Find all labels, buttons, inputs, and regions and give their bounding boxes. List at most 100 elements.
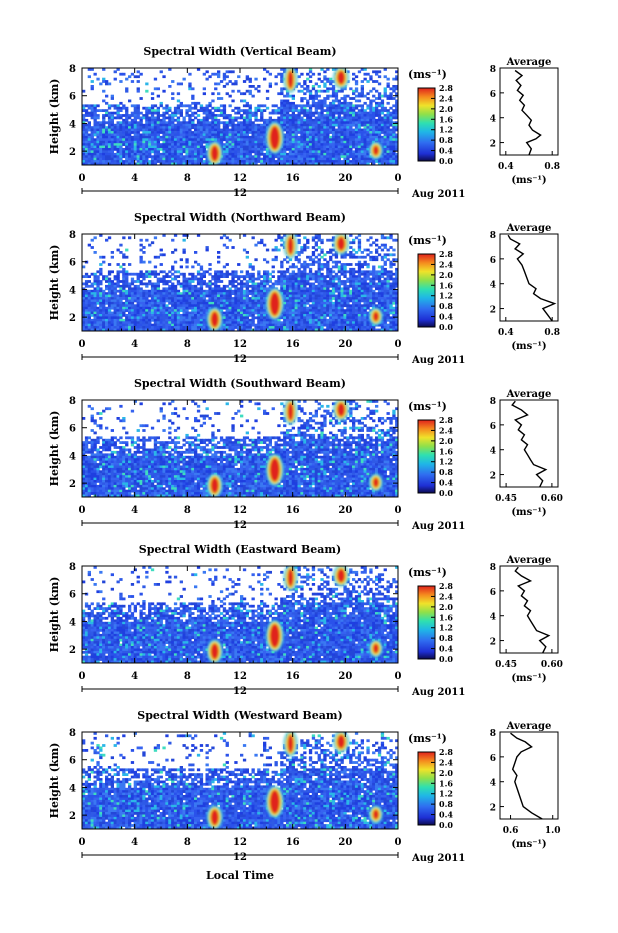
- y-tick-label: 4: [69, 617, 76, 628]
- x-tick-label: 20: [338, 173, 352, 184]
- colorbar-tick-label: 2.8: [439, 249, 453, 259]
- x-mid-label: 12: [233, 354, 247, 365]
- plume: [333, 399, 349, 421]
- colorbar-tick-label: 0.4: [439, 810, 453, 820]
- profile-y-tick-label: 8: [490, 65, 496, 75]
- colorbar-tick-label: 2.4: [439, 259, 453, 269]
- colorbar-tick-label: 1.2: [439, 125, 453, 135]
- colorbar-tick-label: 1.6: [439, 446, 453, 456]
- profile-y-tick-label: 6: [490, 256, 496, 266]
- plume: [266, 786, 284, 818]
- profile-x-label: (ms⁻¹): [511, 673, 546, 684]
- x-tick-label: 0: [79, 837, 86, 848]
- x-tick-label: 12: [233, 671, 247, 682]
- colorbar-tick-label: 2.0: [439, 436, 453, 446]
- colorbar-tick-label: 2.0: [439, 768, 453, 778]
- plume: [284, 565, 298, 591]
- y-tick-label: 8: [69, 728, 76, 739]
- profile-x-label: (ms⁻¹): [511, 341, 546, 352]
- profile-y-tick-label: 2: [490, 638, 496, 648]
- x-tick-label: 20: [338, 505, 352, 516]
- colorbar-tick-label: 0.8: [439, 301, 453, 311]
- x-tick-label: 0: [395, 505, 402, 516]
- y-axis-label: Height (km): [48, 577, 61, 653]
- x-tick-label: 0: [79, 505, 86, 516]
- y-tick-label: 2: [69, 147, 76, 158]
- colorbar-tick-label: 1.6: [439, 612, 453, 622]
- profile-x-tick-label: 0.4: [498, 162, 514, 172]
- colorbar-tick-label: 2.8: [439, 581, 453, 591]
- profile-y-tick-label: 6: [490, 90, 496, 100]
- x-tick-label: 0: [79, 671, 86, 682]
- colorbar-tick-label: 2.8: [439, 747, 453, 757]
- profile-y-tick-label: 2: [490, 306, 496, 316]
- y-tick-label: 6: [69, 424, 76, 435]
- plume: [333, 67, 349, 89]
- colorbar: [418, 586, 435, 659]
- y-axis-label: Height (km): [48, 411, 61, 487]
- colorbar-tick-label: 0.8: [439, 467, 453, 477]
- y-tick-label: 6: [69, 590, 76, 601]
- colorbar-unit: (ms⁻¹): [408, 234, 447, 247]
- plume: [369, 805, 383, 823]
- profile-x-tick-label: 0.45: [495, 660, 517, 670]
- x-tick-label: 8: [184, 173, 191, 184]
- x-mid-label: 12: [233, 520, 247, 531]
- plume: [369, 473, 383, 491]
- x-tick-label: 8: [184, 671, 191, 682]
- profile-x-tick-label: 0.6: [503, 826, 519, 836]
- colorbar-tick-label: 0.8: [439, 633, 453, 643]
- plume: [266, 288, 284, 320]
- y-tick-label: 6: [69, 756, 76, 767]
- colorbar-tick-label: 0.0: [439, 654, 453, 664]
- colorbar-tick-label: 2.4: [439, 591, 453, 601]
- chart-title: Spectral Width (Northward Beam): [134, 211, 346, 224]
- colorbar-tick-label: 0.0: [439, 488, 453, 498]
- profile-x-label: (ms⁻¹): [511, 839, 546, 850]
- colorbar-tick-label: 0.4: [439, 312, 453, 322]
- x-tick-label: 16: [286, 339, 300, 350]
- x-tick-label: 8: [184, 505, 191, 516]
- x-tick-label: 16: [286, 505, 300, 516]
- y-tick-label: 2: [69, 645, 76, 656]
- profile-y-tick-label: 8: [490, 397, 496, 407]
- x-tick-label: 12: [233, 339, 247, 350]
- x-tick-label: 16: [286, 671, 300, 682]
- profile-y-tick-label: 6: [490, 422, 496, 432]
- plume: [266, 620, 284, 652]
- colorbar-unit: (ms⁻¹): [408, 400, 447, 413]
- colorbar-tick-label: 0.0: [439, 156, 453, 166]
- colorbar: [418, 88, 435, 161]
- panel-3: Spectral Width (Southward Beam)2468Heigh…: [48, 377, 563, 532]
- chart-title: Spectral Width (Vertical Beam): [143, 45, 336, 58]
- x-mid-label: 12: [233, 852, 247, 863]
- panel-2: Spectral Width (Northward Beam)2468Heigh…: [48, 211, 560, 366]
- date-label: Aug 2011: [411, 687, 465, 698]
- colorbar-tick-label: 0.8: [439, 799, 453, 809]
- plume: [333, 731, 349, 753]
- panel-4: Spectral Width (Eastward Beam)2468Height…: [48, 543, 563, 698]
- x-tick-label: 20: [338, 837, 352, 848]
- y-tick-label: 6: [69, 92, 76, 103]
- x-tick-label: 0: [79, 173, 86, 184]
- colorbar-unit: (ms⁻¹): [408, 68, 447, 81]
- profile-x-tick-label: 0.45: [495, 494, 517, 504]
- x-tick-label: 12: [233, 173, 247, 184]
- profile-x-tick-label: 0.4: [498, 328, 514, 338]
- colorbar: [418, 254, 435, 327]
- colorbar-tick-label: 0.4: [439, 644, 453, 654]
- y-tick-label: 2: [69, 313, 76, 324]
- x-tick-label: 8: [184, 837, 191, 848]
- profile-frame: [500, 234, 558, 321]
- x-tick-label: 4: [131, 339, 138, 350]
- colorbar-tick-label: 2.8: [439, 83, 453, 93]
- colorbar-tick-label: 1.6: [439, 114, 453, 124]
- colorbar: [418, 752, 435, 825]
- y-tick-label: 4: [69, 451, 76, 462]
- colorbar-tick-label: 2.4: [439, 425, 453, 435]
- profile-x-tick-label: 0.8: [544, 162, 560, 172]
- plume: [284, 399, 298, 425]
- y-tick-label: 2: [69, 479, 76, 490]
- common-x-label: Local Time: [206, 869, 274, 882]
